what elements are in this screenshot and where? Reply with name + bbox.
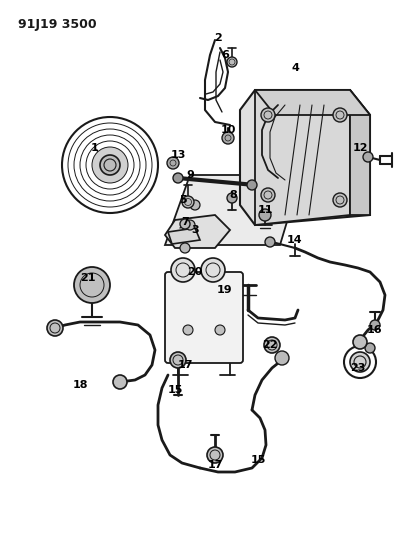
Text: 21: 21 bbox=[80, 273, 96, 283]
Circle shape bbox=[189, 200, 200, 210]
Polygon shape bbox=[164, 175, 294, 245]
Circle shape bbox=[100, 155, 120, 175]
Polygon shape bbox=[349, 90, 369, 215]
Circle shape bbox=[261, 188, 274, 202]
Circle shape bbox=[264, 237, 274, 247]
Circle shape bbox=[227, 57, 236, 67]
Text: 13: 13 bbox=[170, 150, 185, 160]
Polygon shape bbox=[168, 228, 200, 244]
Text: 22: 22 bbox=[262, 340, 277, 350]
Polygon shape bbox=[239, 90, 369, 225]
Circle shape bbox=[261, 108, 274, 122]
FancyBboxPatch shape bbox=[164, 272, 243, 363]
Text: 1: 1 bbox=[91, 143, 99, 153]
Polygon shape bbox=[254, 90, 369, 115]
Circle shape bbox=[74, 267, 110, 303]
Circle shape bbox=[258, 209, 270, 221]
Circle shape bbox=[246, 180, 256, 190]
Text: 11: 11 bbox=[256, 205, 272, 215]
Circle shape bbox=[200, 258, 225, 282]
Text: 10: 10 bbox=[220, 125, 235, 135]
Text: 17: 17 bbox=[207, 460, 222, 470]
Text: 3: 3 bbox=[191, 225, 198, 235]
Text: 4: 4 bbox=[290, 63, 298, 73]
Text: 12: 12 bbox=[351, 143, 367, 153]
Text: 18: 18 bbox=[72, 380, 88, 390]
Text: 91J19 3500: 91J19 3500 bbox=[18, 18, 97, 31]
Text: 9: 9 bbox=[186, 170, 193, 180]
Text: 17: 17 bbox=[177, 360, 192, 370]
Text: 20: 20 bbox=[187, 267, 202, 277]
Circle shape bbox=[171, 258, 195, 282]
Text: 8: 8 bbox=[229, 190, 236, 200]
Circle shape bbox=[332, 108, 346, 122]
Circle shape bbox=[362, 152, 372, 162]
Circle shape bbox=[332, 193, 346, 207]
Circle shape bbox=[170, 352, 186, 368]
Circle shape bbox=[214, 325, 225, 335]
Circle shape bbox=[184, 220, 195, 230]
Circle shape bbox=[263, 337, 279, 353]
Circle shape bbox=[180, 243, 189, 253]
Text: 19: 19 bbox=[217, 285, 232, 295]
Circle shape bbox=[182, 325, 193, 335]
Polygon shape bbox=[164, 215, 229, 248]
Circle shape bbox=[221, 132, 234, 144]
Text: 6: 6 bbox=[220, 50, 228, 60]
Text: 15: 15 bbox=[250, 455, 265, 465]
Text: 14: 14 bbox=[286, 235, 302, 245]
Circle shape bbox=[364, 343, 374, 353]
Text: 5: 5 bbox=[179, 195, 187, 205]
Circle shape bbox=[173, 173, 182, 183]
Circle shape bbox=[207, 447, 222, 463]
Circle shape bbox=[113, 375, 127, 389]
Circle shape bbox=[182, 196, 193, 208]
Text: 15: 15 bbox=[167, 385, 182, 395]
Text: 16: 16 bbox=[366, 325, 382, 335]
Text: 23: 23 bbox=[349, 363, 365, 373]
Circle shape bbox=[227, 193, 236, 203]
Circle shape bbox=[92, 147, 128, 183]
Circle shape bbox=[47, 320, 63, 336]
Circle shape bbox=[180, 219, 189, 229]
Circle shape bbox=[274, 351, 288, 365]
Circle shape bbox=[349, 352, 369, 372]
Polygon shape bbox=[254, 90, 349, 225]
Circle shape bbox=[352, 335, 366, 349]
Circle shape bbox=[369, 320, 379, 330]
Text: 7: 7 bbox=[181, 217, 189, 227]
Text: 2: 2 bbox=[213, 33, 221, 43]
Circle shape bbox=[166, 157, 179, 169]
